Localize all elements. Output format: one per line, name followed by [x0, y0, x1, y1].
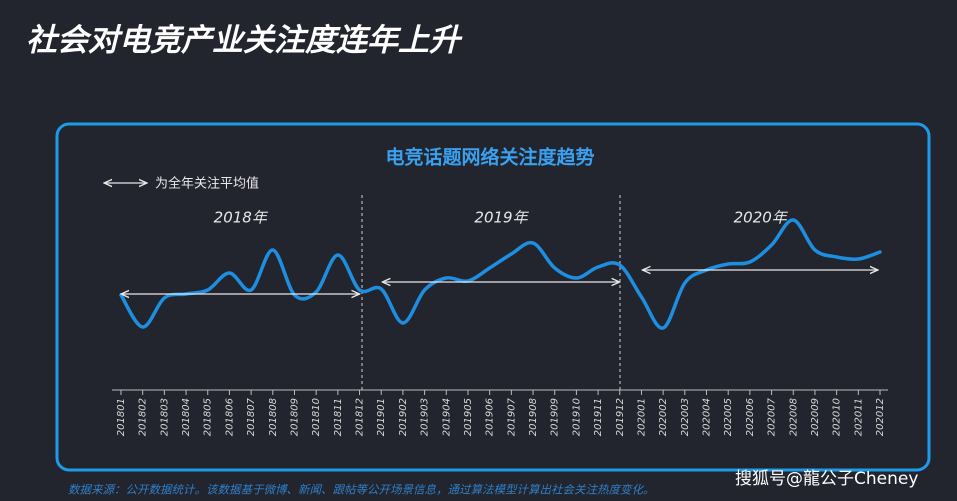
- x-tick-label: 202012: [875, 398, 886, 436]
- x-tick-label: 202003: [680, 398, 691, 436]
- x-tick-label: 202004: [702, 398, 713, 436]
- x-tick-label: 201811: [333, 398, 344, 436]
- x-tick-label: 202011: [853, 398, 864, 436]
- x-tick-label: 201910: [571, 398, 582, 436]
- x-tick-label: 201812: [355, 398, 366, 436]
- x-tick-label: 201901: [376, 398, 387, 436]
- x-tick-label: 201909: [550, 398, 561, 436]
- x-tick-label: 201903: [420, 398, 431, 436]
- x-tick-label: 202010: [832, 398, 843, 436]
- x-tick-label: 201907: [506, 397, 517, 436]
- x-tick-label: 202007: [767, 397, 778, 436]
- x-tick-label: 201805: [203, 398, 214, 436]
- x-tick-label: 202005: [723, 398, 734, 436]
- x-tick-label: 201906: [485, 398, 496, 436]
- watermark: 搜狐号@龍公子Cheney: [735, 469, 918, 489]
- x-tick-label: 201905: [463, 398, 474, 436]
- x-tick-label: 201802: [138, 398, 149, 436]
- x-tick-label: 201911: [593, 398, 604, 436]
- x-tick-label: 201912: [615, 398, 626, 436]
- x-tick-label: 201902: [398, 398, 409, 436]
- chart-title: 电竞话题网络关注度趋势: [385, 146, 594, 169]
- year-label: 2020年: [734, 209, 789, 227]
- x-tick-label: 201801: [116, 398, 127, 436]
- x-tick-label: 201908: [528, 398, 539, 436]
- x-tick-label: 201804: [181, 398, 192, 436]
- chart-frame: [55, 122, 931, 472]
- legend-label: 为全年关注平均值: [155, 176, 259, 192]
- x-tick-label: 202008: [788, 398, 799, 436]
- x-tick-label: 201904: [441, 398, 452, 436]
- year-label: 2018年: [214, 209, 269, 227]
- x-tick-label: 201806: [224, 398, 235, 436]
- x-tick-label: 201810: [311, 398, 322, 436]
- year-label: 2019年: [474, 209, 529, 227]
- x-tick-label: 201807: [246, 397, 257, 436]
- x-tick-label: 201809: [289, 398, 300, 436]
- x-tick-label: 202006: [745, 398, 756, 436]
- x-tick-label: 202002: [658, 398, 669, 436]
- x-tick-label: 202009: [810, 398, 821, 436]
- x-tick-label: 201808: [268, 398, 279, 436]
- trend-line: [119, 218, 882, 330]
- x-tick-label: 201803: [159, 398, 170, 436]
- x-tick-label: 202001: [636, 398, 647, 436]
- slide-title: 社会对电竞产业关注度连年上升: [26, 23, 463, 59]
- source-note: 数据来源：公开数据统计。该数据基于微博、新闻、跟帖等公开场景信息，通过算法模型计…: [68, 483, 655, 497]
